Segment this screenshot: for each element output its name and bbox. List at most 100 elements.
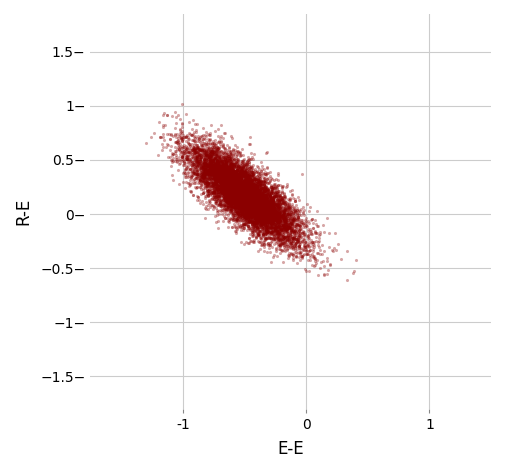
Point <box>196 156 204 163</box>
Point <box>289 209 297 216</box>
Point <box>222 159 230 167</box>
Point <box>257 177 265 185</box>
Point <box>233 193 241 200</box>
Point <box>263 148 271 156</box>
Point <box>235 186 243 194</box>
Point <box>194 158 202 166</box>
Point <box>227 202 235 209</box>
Point <box>240 191 248 199</box>
Point <box>241 203 249 211</box>
Point <box>263 228 271 236</box>
Point <box>224 167 232 175</box>
Point <box>230 199 238 207</box>
Point <box>253 172 261 179</box>
Point <box>236 201 244 208</box>
Point <box>305 247 313 255</box>
Point <box>215 195 223 202</box>
Point <box>228 202 236 209</box>
Point <box>270 205 278 212</box>
Point <box>240 189 248 197</box>
Point <box>235 205 243 212</box>
Point <box>226 185 234 192</box>
Point <box>261 192 269 200</box>
Point <box>282 236 290 244</box>
Point <box>278 203 286 211</box>
Point <box>237 211 245 219</box>
Point <box>223 169 231 177</box>
Point <box>257 204 265 212</box>
Point <box>316 230 324 238</box>
Point <box>244 217 252 225</box>
Point <box>245 170 254 177</box>
Point <box>196 166 204 173</box>
Point <box>257 192 265 200</box>
Point <box>251 219 259 227</box>
Point <box>207 165 215 173</box>
Point <box>236 222 244 229</box>
Point <box>242 158 250 166</box>
Point <box>234 208 242 215</box>
Point <box>242 186 250 194</box>
Point <box>254 207 262 215</box>
Point <box>272 205 280 213</box>
Point <box>224 194 232 202</box>
Point <box>272 229 280 236</box>
Point <box>228 172 236 180</box>
Point <box>257 212 265 220</box>
Point <box>230 189 238 196</box>
Point <box>248 195 256 203</box>
Point <box>223 141 231 149</box>
Point <box>277 214 285 222</box>
Point <box>273 218 281 226</box>
Point <box>220 172 228 179</box>
Point <box>209 182 217 190</box>
Point <box>237 198 245 205</box>
Point <box>235 191 243 199</box>
Point <box>201 167 209 174</box>
Point <box>240 184 248 191</box>
Point <box>288 242 296 250</box>
Point <box>236 157 244 165</box>
Point <box>236 190 244 198</box>
Point <box>259 187 267 195</box>
Point <box>242 217 250 224</box>
Point <box>276 222 284 229</box>
Point <box>222 171 230 179</box>
Point <box>214 165 222 172</box>
Point <box>260 182 268 189</box>
Point <box>285 220 293 228</box>
Point <box>187 160 195 167</box>
Point <box>232 162 240 170</box>
Point <box>201 160 209 167</box>
Point <box>189 145 197 152</box>
Point <box>189 143 197 151</box>
Point <box>223 180 231 187</box>
Point <box>272 200 280 208</box>
Point <box>254 219 262 226</box>
Point <box>249 227 258 235</box>
Point <box>236 216 244 224</box>
Point <box>282 224 290 231</box>
Point <box>247 186 256 194</box>
Point <box>247 220 256 228</box>
Point <box>305 242 313 249</box>
Point <box>241 178 249 185</box>
Point <box>276 216 284 224</box>
Point <box>228 173 236 181</box>
Point <box>254 220 262 228</box>
Point <box>196 171 204 179</box>
Point <box>219 178 227 186</box>
Point <box>243 192 251 199</box>
Point <box>210 155 218 163</box>
Point <box>259 184 267 191</box>
Point <box>261 192 269 200</box>
Point <box>284 196 292 203</box>
Point <box>210 189 218 196</box>
Point <box>230 193 238 201</box>
Point <box>294 210 302 217</box>
Point <box>178 153 186 161</box>
Point <box>260 194 268 202</box>
Point <box>236 183 244 191</box>
Point <box>218 172 226 180</box>
Point <box>270 204 278 212</box>
